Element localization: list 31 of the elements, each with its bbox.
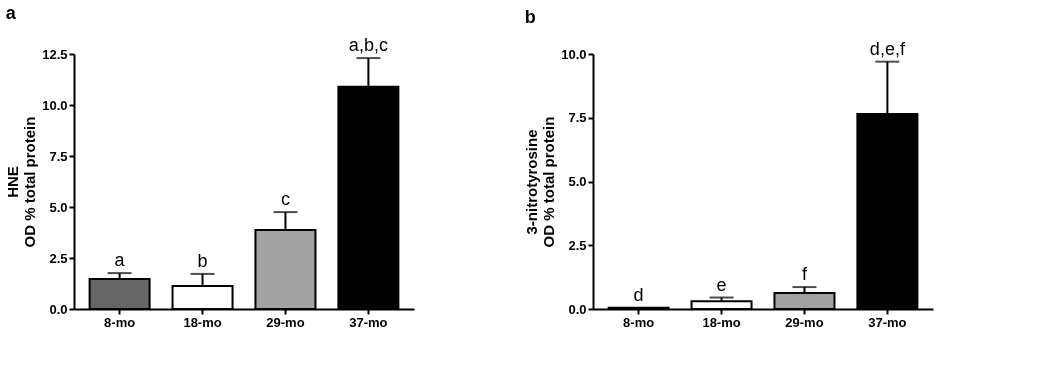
y-tick-label: 10.0 (561, 46, 587, 62)
annotation: a,b,c (348, 35, 388, 56)
y-axis-title: 3-nitrotyrosine OD % total protein (523, 116, 558, 248)
annotation: c (280, 189, 290, 210)
annotation: f (801, 264, 808, 285)
y-tick-label: 5.0 (568, 174, 587, 189)
annotation: d (633, 284, 644, 305)
y-tick-label: 2.5 (49, 250, 68, 266)
chart-title: a (5, 3, 17, 24)
x-tick-label: 29-mo (785, 314, 824, 330)
x-tick-label: 37-mo (349, 314, 388, 330)
y-tick-label: 7.5 (568, 110, 587, 126)
y-tick-label: 10.0 (42, 97, 68, 113)
x-tick-label: 18-mo (702, 314, 741, 330)
x-tick-label: 18-mo (183, 314, 222, 330)
annotation: e (716, 274, 727, 295)
chart-title: b (524, 6, 536, 27)
y-tick-label: 7.5 (49, 148, 68, 164)
x-tick-label: 8-mo (623, 314, 655, 330)
y-tick-label: 2.5 (568, 237, 587, 253)
y-tick-label: 12.5 (42, 46, 68, 62)
y-axis-title: HNE OD % total protein (4, 116, 39, 248)
annotation: b (197, 250, 208, 271)
x-tick-label: 29-mo (266, 314, 305, 330)
annotation: a (114, 250, 126, 271)
y-tick-label: 5.0 (49, 199, 68, 215)
annotation: d,e,f (869, 38, 906, 59)
y-tick-label: 0.0 (568, 301, 587, 317)
x-tick-label: 8-mo (104, 314, 136, 330)
x-tick-label: 37-mo (868, 314, 907, 330)
y-tick-label: 0.0 (49, 301, 68, 317)
